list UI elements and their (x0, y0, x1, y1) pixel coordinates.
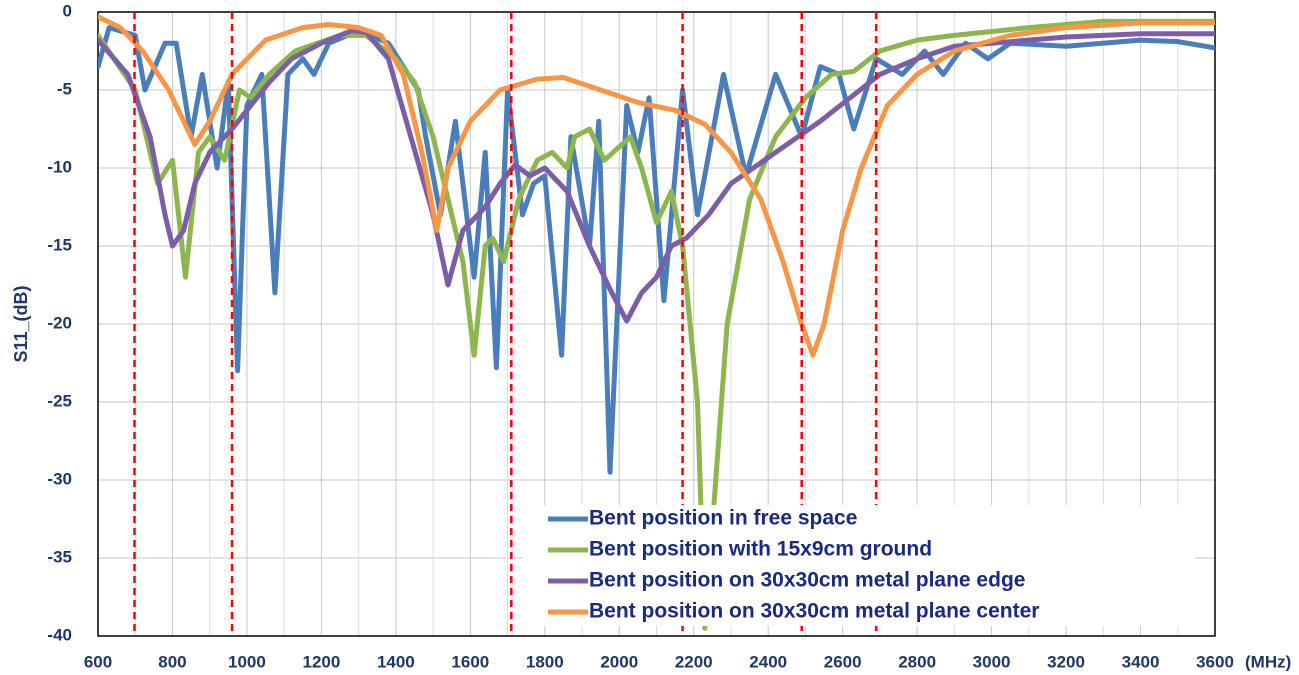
x-axis-label: (MHz) (1245, 652, 1291, 671)
x-tick-label: 2800 (898, 652, 936, 671)
x-tick-label: 800 (158, 652, 186, 671)
y-tick-label: -5 (57, 79, 72, 98)
legend-label: Bent position on 30x30cm metal plane edg… (589, 569, 1025, 592)
legend-label: Bent position in free space (589, 507, 857, 530)
x-tick-label: 3200 (1047, 652, 1085, 671)
x-tick-label: 1800 (526, 652, 564, 671)
y-tick-label: -40 (47, 625, 72, 644)
x-tick-label: 3600 (1196, 652, 1234, 671)
series-line (98, 28, 1215, 324)
series-group (98, 14, 1215, 631)
x-tick-label: 2000 (600, 652, 638, 671)
plot-frame (97, 11, 1216, 637)
legend-box (522, 505, 1195, 626)
y-tick-label: -20 (47, 313, 72, 332)
x-tick-label: 1200 (302, 652, 340, 671)
x-tick-label: 1000 (228, 652, 266, 671)
x-tick-label: 2200 (675, 652, 713, 671)
y-tick-label: -25 (47, 391, 72, 410)
y-tick-label: -35 (47, 547, 72, 566)
x-tick-label: 1600 (451, 652, 489, 671)
y-tick-label: -15 (47, 235, 72, 254)
y-tick-label: -10 (47, 157, 72, 176)
x-tick-label: 2600 (824, 652, 862, 671)
y-axis-label: S11_(dB) (11, 285, 31, 362)
y-tick-label: 0 (63, 1, 72, 20)
x-tick-label: 3000 (973, 652, 1011, 671)
legend-label: Bent position on 30x30cm metal plane cen… (589, 600, 1039, 623)
x-tick-label: 2400 (749, 652, 787, 671)
x-tick-label: 1400 (377, 652, 415, 671)
x-tick-label: 3400 (1122, 652, 1160, 671)
y-tick-label: -30 (47, 469, 72, 488)
series-line (98, 25, 1215, 475)
series-line (98, 18, 1215, 631)
legend-label: Bent position with 15x9cm ground (589, 538, 932, 561)
series-line (98, 14, 1215, 358)
x-tick-label: 600 (84, 652, 112, 671)
